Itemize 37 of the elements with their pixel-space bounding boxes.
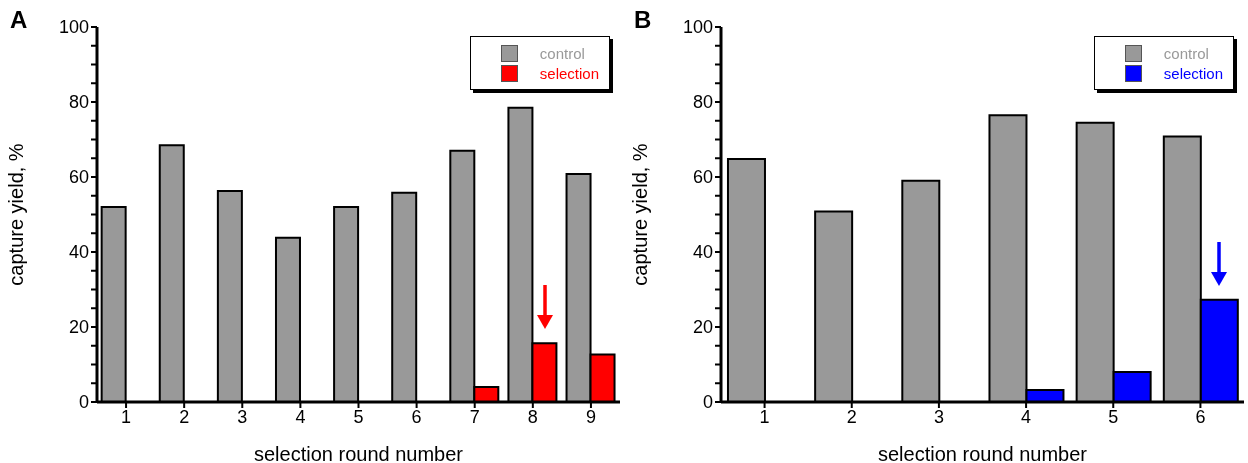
- x-tick-label: 3: [933, 406, 944, 427]
- legend-label: control: [1163, 44, 1209, 62]
- legend-label: selection: [539, 64, 599, 82]
- x-tick-label: 3: [237, 406, 248, 427]
- chart-title: A: [10, 6, 28, 34]
- y-tick-label: 100: [682, 17, 713, 38]
- y-tick-label: 60: [692, 167, 713, 188]
- legend-label: control: [539, 44, 585, 62]
- x-tick-label: 6: [411, 406, 422, 427]
- x-axis-title: selection round number: [253, 443, 464, 463]
- x-tick-label: 6: [1195, 406, 1206, 427]
- y-tick-label: 20: [692, 317, 713, 338]
- x-tick-label: 8: [527, 406, 538, 427]
- y-tick-label: 40: [692, 242, 713, 263]
- y-tick-label: 80: [692, 92, 713, 113]
- y-tick-label: 100: [58, 17, 89, 38]
- x-tick-label: 9: [585, 406, 596, 427]
- x-tick-label: 4: [295, 406, 306, 427]
- chart-title: B: [634, 6, 652, 34]
- x-axis-title: selection round number: [877, 443, 1088, 463]
- x-tick-label: 5: [353, 406, 364, 427]
- x-tick-label: 4: [1021, 406, 1032, 427]
- y-axis-title: capture yield, %: [5, 143, 28, 286]
- y-tick-label: 80: [68, 92, 89, 113]
- y-tick-label: 20: [68, 317, 89, 338]
- y-tick-label: 60: [68, 167, 89, 188]
- y-tick-label: 0: [78, 392, 89, 413]
- y-tick-label: 40: [68, 242, 89, 263]
- x-tick-label: 7: [469, 406, 480, 427]
- x-tick-label: 5: [1108, 406, 1119, 427]
- y-axis-title: capture yield, %: [629, 143, 652, 286]
- x-tick-label: 2: [179, 406, 190, 427]
- x-tick-label: 1: [121, 406, 132, 427]
- x-tick-label: 1: [759, 406, 770, 427]
- legend-label: selection: [1163, 64, 1223, 82]
- x-tick-label: 2: [846, 406, 857, 427]
- y-tick-label: 0: [702, 392, 713, 413]
